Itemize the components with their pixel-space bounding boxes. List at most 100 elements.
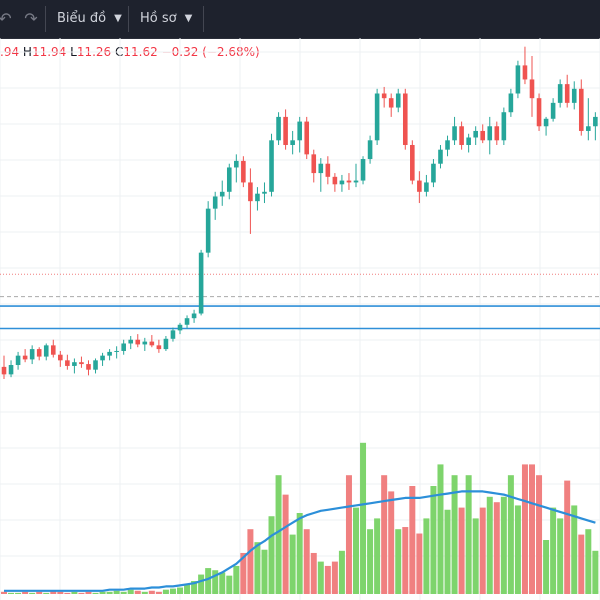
candle-body bbox=[149, 341, 155, 346]
volume-bar bbox=[409, 486, 416, 594]
volume-bar bbox=[1, 591, 7, 594]
volume-bar bbox=[8, 592, 15, 594]
volume-bar bbox=[134, 590, 141, 594]
volume-bar bbox=[479, 507, 486, 594]
candle-body bbox=[318, 163, 324, 174]
profile-menu-button[interactable]: Hồ sơ ▼ bbox=[140, 6, 192, 32]
volume-bar bbox=[465, 475, 472, 594]
candle-body bbox=[508, 93, 514, 113]
candle-body bbox=[550, 102, 556, 119]
volume-bar bbox=[458, 507, 465, 594]
volume-bar bbox=[127, 589, 134, 594]
volume-bar bbox=[212, 570, 219, 594]
candle-body bbox=[388, 98, 394, 108]
volume-bar bbox=[536, 475, 543, 594]
candle-body bbox=[255, 193, 260, 202]
candle-body bbox=[395, 93, 401, 108]
undo-icon[interactable]: ↶ bbox=[0, 9, 12, 28]
candle-body bbox=[219, 191, 225, 197]
volume-ma-line bbox=[4, 490, 596, 592]
toolbar-divider bbox=[45, 6, 46, 32]
profile-menu-label: Hồ sơ bbox=[140, 11, 177, 26]
candle-body bbox=[198, 252, 204, 314]
volume-bar bbox=[557, 518, 564, 594]
volume-bar bbox=[289, 534, 296, 594]
volume-bar bbox=[296, 513, 303, 594]
candle-body bbox=[43, 345, 49, 357]
volume-bar bbox=[219, 572, 226, 594]
volume-bar bbox=[472, 518, 479, 594]
volume-bar bbox=[29, 592, 36, 594]
volume-bar bbox=[550, 507, 557, 594]
candle-body bbox=[473, 130, 478, 138]
volume-bar bbox=[169, 588, 176, 594]
candle-body bbox=[107, 351, 112, 356]
volume-bar bbox=[381, 475, 388, 594]
volume-bar bbox=[592, 550, 599, 594]
candle-body bbox=[142, 341, 148, 345]
volume-bar bbox=[374, 518, 381, 594]
candle-body bbox=[593, 116, 598, 127]
volume-bar bbox=[113, 590, 120, 594]
candle-body bbox=[135, 339, 141, 345]
chevron-down-icon: ▼ bbox=[184, 13, 193, 24]
volume-bar bbox=[254, 542, 261, 594]
chart-menu-button[interactable]: Biểu đồ ▼ bbox=[57, 6, 122, 32]
volume-bar bbox=[507, 475, 514, 594]
volume-bar bbox=[416, 533, 423, 594]
candle-body bbox=[487, 126, 493, 141]
candle-body bbox=[431, 163, 436, 183]
candle-body bbox=[114, 350, 119, 352]
volume-bar bbox=[240, 552, 247, 594]
candle-body bbox=[445, 140, 450, 150]
candle-body bbox=[332, 176, 338, 185]
volume-bar bbox=[493, 502, 500, 594]
chevron-down-icon: ▼ bbox=[114, 13, 122, 24]
candle-body bbox=[417, 180, 422, 192]
candle-body bbox=[381, 93, 387, 99]
volume-bar bbox=[22, 591, 29, 594]
volume-bar bbox=[324, 565, 331, 594]
volume-bar bbox=[275, 475, 282, 594]
volume-bar bbox=[71, 591, 78, 594]
candle-body bbox=[311, 154, 317, 174]
candle-body bbox=[410, 144, 415, 181]
volume-bar bbox=[514, 505, 521, 594]
volume-bar bbox=[345, 475, 352, 594]
candle-body bbox=[72, 362, 77, 366]
candle-body bbox=[586, 126, 591, 131]
candle-body bbox=[494, 126, 500, 141]
volume-bar bbox=[500, 496, 507, 594]
candle-body bbox=[360, 159, 366, 181]
candle-body bbox=[536, 98, 542, 127]
redo-icon[interactable]: ↷ bbox=[24, 9, 38, 28]
candle-body bbox=[36, 349, 42, 357]
candle-body bbox=[15, 355, 21, 366]
volume-bar bbox=[15, 592, 22, 594]
candle-body bbox=[262, 191, 267, 194]
volume-bar bbox=[78, 592, 85, 594]
toolbar-divider bbox=[203, 6, 204, 32]
candle-body bbox=[402, 93, 408, 145]
candle-body bbox=[571, 88, 577, 103]
volume-bar bbox=[423, 518, 430, 594]
candle-body bbox=[65, 360, 70, 366]
volume-bar bbox=[106, 591, 113, 594]
candle-body bbox=[501, 112, 507, 141]
volume-bar bbox=[282, 494, 289, 594]
volume-bar bbox=[247, 529, 254, 594]
volume-bar bbox=[64, 592, 71, 594]
candle-body bbox=[226, 167, 232, 192]
volume-bar bbox=[303, 529, 310, 594]
volume-bar bbox=[233, 565, 240, 594]
candle-body bbox=[212, 196, 218, 209]
candle-body bbox=[1, 366, 7, 375]
volume-bar bbox=[360, 442, 367, 594]
price-chart[interactable] bbox=[0, 38, 600, 600]
candle-body bbox=[128, 339, 134, 344]
candle-body bbox=[184, 318, 190, 325]
candle-body bbox=[424, 182, 429, 192]
candle-body bbox=[459, 126, 464, 145]
volume-bar bbox=[388, 491, 395, 594]
candle-body bbox=[93, 360, 98, 370]
